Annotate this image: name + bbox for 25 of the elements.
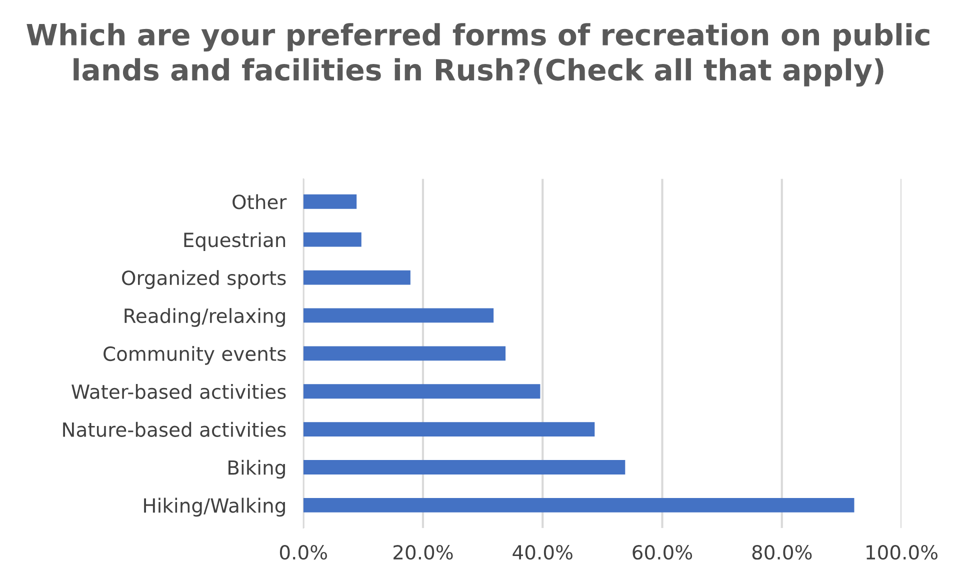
bar: [303, 498, 854, 512]
x-tick-label: 100.0%: [866, 544, 938, 560]
y-tick-label: Other: [232, 194, 287, 210]
x-tick-label: 40.0%: [512, 544, 572, 560]
bar: [303, 346, 506, 361]
bar: [303, 270, 410, 285]
y-tick-label: Water-based activities: [72, 384, 286, 400]
y-tick-label: Biking: [228, 460, 285, 479]
y-tick-label: Reading/relaxing: [124, 308, 285, 327]
x-tick-label: 0.0%: [280, 544, 327, 560]
bar: [303, 194, 357, 209]
y-tick-label: Organized sports: [122, 270, 286, 289]
bar: [303, 232, 362, 247]
y-tick-label: Nature-based activities: [63, 422, 286, 437]
y-tick-label: Community events: [104, 346, 286, 365]
bar: [303, 422, 595, 437]
x-tick-label: 20.0%: [394, 544, 453, 560]
bar: [303, 460, 626, 474]
bar: [303, 308, 494, 323]
x-tick-label: 60.0%: [632, 544, 692, 560]
bar: [303, 384, 540, 399]
chart-title: Which are your preferred forms of recreation on public lands and facilities in Rush?(Check all that apply): [26, 23, 930, 87]
y-tick-label: Hiking/Walking: [144, 498, 285, 517]
y-tick-label: Equestrian: [184, 232, 286, 252]
x-tick-label: 80.0%: [752, 544, 812, 560]
